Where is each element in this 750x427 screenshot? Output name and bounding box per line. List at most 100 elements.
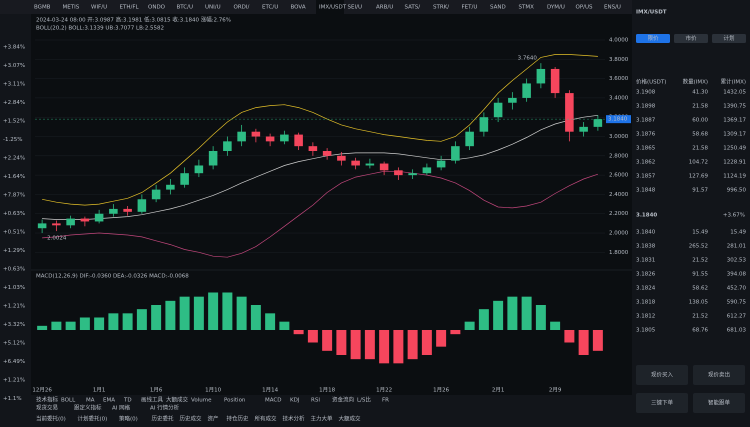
symbol-tab[interactable]: ETC/U — [262, 5, 278, 11]
toolbar-item[interactable]: 技术指标 — [36, 396, 59, 404]
toolbar-item[interactable]: BOLL — [61, 398, 76, 404]
symbol-tab[interactable]: WIF/U — [91, 5, 107, 11]
symbol-tab[interactable]: FET/U — [462, 5, 478, 11]
book-cell: 3.1857 — [636, 174, 656, 180]
change-percent[interactable]: +3.32% — [3, 322, 25, 328]
change-percent[interactable]: +1.21% — [3, 378, 25, 384]
symbol-tab[interactable]: OP/US — [576, 5, 594, 11]
symbol-tab[interactable]: IMX/USDT — [319, 5, 347, 11]
symbol-tab[interactable]: SATS/ — [405, 5, 421, 11]
change-percent[interactable]: +5.12% — [3, 341, 25, 347]
action-label[interactable]: 现价买入 — [651, 371, 674, 379]
symbol-tab[interactable]: BTC/U — [177, 5, 194, 11]
change-percent[interactable]: +6.49% — [3, 359, 25, 365]
order-tab[interactable]: 现货交易 — [36, 404, 58, 412]
order-tab[interactable]: AI 网格 — [112, 404, 131, 412]
symbol-tab[interactable]: SEI/U — [348, 5, 362, 11]
symbol-tab[interactable]: BOVA — [291, 5, 306, 11]
change-percent[interactable]: -1.25% — [3, 137, 22, 143]
records-tab[interactable]: 技术分析 — [283, 415, 306, 423]
change-percent[interactable]: +7.87% — [3, 193, 25, 199]
candle-body — [251, 131, 261, 137]
toolbar-item[interactable]: MA — [86, 398, 95, 404]
change-percent[interactable]: +1.52% — [3, 119, 25, 125]
symbol-tab[interactable]: ARB/U — [376, 5, 393, 11]
symbol-tab[interactable]: DYM/U — [547, 5, 565, 11]
order-type-label[interactable]: 限价 — [647, 34, 659, 42]
symbol-tab[interactable]: STRK/ — [433, 5, 449, 11]
symbol-tab[interactable]: ENS/U — [604, 5, 621, 11]
toolbar-item[interactable]: Position — [224, 398, 246, 404]
records-tab[interactable]: 所有成交 — [255, 415, 278, 423]
records-tab[interactable]: 资产 — [208, 415, 220, 423]
symbol-tab[interactable]: ETH/FL — [120, 5, 140, 11]
change-percent[interactable]: +1.03% — [3, 285, 25, 291]
toolbar-item[interactable]: TD — [123, 398, 132, 404]
symbol-tab[interactable]: BGMB — [34, 5, 51, 11]
symbol-tab[interactable]: STMX — [519, 5, 535, 11]
symbol-tab[interactable]: ORDI/ — [234, 5, 250, 11]
book-cell: 21.52 — [692, 258, 708, 264]
current-price: 3.1840 — [636, 213, 657, 219]
order-type-tab[interactable] — [712, 34, 746, 43]
candle-body — [322, 151, 332, 156]
records-tab[interactable]: 历史委托 — [152, 415, 175, 423]
symbol-tab[interactable]: ONDO — [148, 5, 166, 11]
toolbar-item[interactable]: EMA — [103, 398, 115, 404]
change-percent[interactable]: +3.07% — [3, 63, 25, 69]
records-tab[interactable]: 大额成交 — [339, 415, 362, 423]
records-tab[interactable]: 策略(0) — [119, 415, 138, 423]
change-percent[interactable]: +1.64% — [3, 174, 25, 180]
action-label[interactable]: 三键下单 — [651, 399, 674, 407]
pair-title: IMX/USDT — [636, 10, 667, 16]
order-type-label[interactable]: 计划 — [723, 34, 734, 42]
action-button[interactable] — [693, 393, 745, 413]
change-percent[interactable]: +1.21% — [3, 304, 25, 310]
change-percent[interactable]: +2.24% — [3, 156, 25, 162]
symbol-tab[interactable]: UNI/U — [205, 5, 221, 11]
change-percent[interactable]: +0.63% — [3, 267, 25, 273]
order-type-tab[interactable] — [674, 34, 708, 43]
order-tab[interactable]: 跟定义指标 — [74, 404, 102, 412]
active-tab — [316, 0, 344, 14]
book-cell: 265.52 — [689, 244, 708, 250]
action-label[interactable]: 智能跟单 — [708, 399, 731, 407]
toolbar-item[interactable]: FR — [382, 398, 389, 404]
change-percent[interactable]: +3.84% — [3, 45, 25, 51]
action-label[interactable]: 现价卖出 — [708, 371, 730, 379]
toolbar-item[interactable]: 资金流向 — [332, 396, 354, 404]
y-tick-label: 1.8000 — [609, 250, 629, 256]
order-type-label[interactable]: 市价 — [685, 34, 697, 42]
toolbar-item[interactable]: 画线工具 — [141, 396, 164, 404]
records-tab[interactable]: 历史成交 — [180, 415, 203, 423]
records-tab[interactable]: 主力大单 — [311, 415, 334, 423]
y-tick-label: 2.2000 — [609, 211, 629, 217]
records-tab[interactable]: 当前委托(0) — [36, 415, 66, 423]
toolbar-item[interactable]: Volume — [191, 398, 212, 404]
change-percent[interactable]: +1.29% — [3, 248, 25, 254]
action-button[interactable] — [636, 393, 688, 413]
toolbar-item[interactable]: 大额成交 — [166, 396, 189, 404]
records-tab[interactable]: 持仓历史 — [227, 415, 250, 423]
change-percent[interactable]: +1.1% — [3, 396, 22, 402]
action-button[interactable] — [636, 365, 688, 385]
order-tab[interactable]: AI 行情分析 — [150, 404, 180, 412]
change-percent[interactable]: +3.11% — [3, 82, 25, 88]
symbol-tab[interactable]: METIS — [63, 5, 80, 11]
toolbar-item[interactable]: L/S比 — [357, 396, 371, 404]
toolbar-item[interactable]: MACD — [265, 398, 282, 404]
toolbar-item[interactable]: RSI — [311, 398, 320, 404]
ohlc-info: 2024-03-24 08:00 开:3.0987 高:3.1981 低:3.0… — [36, 16, 231, 24]
macd-legend: MACD(12,26,9) DIF:-0.0360 DEA:-0.0326 MA… — [36, 274, 189, 280]
candle-body — [280, 134, 289, 142]
change-percent[interactable]: +0.51% — [3, 230, 25, 236]
records-tab[interactable]: 计划委托(0) — [78, 415, 108, 423]
change-percent[interactable]: +2.84% — [3, 100, 25, 106]
candle-body — [52, 223, 61, 226]
symbol-tab[interactable]: SAND — [490, 5, 506, 11]
action-button[interactable] — [693, 365, 745, 385]
toolbar-item[interactable]: KDJ — [290, 398, 300, 404]
order-type-tab[interactable] — [636, 34, 670, 43]
book-cell: 1250.49 — [723, 146, 746, 152]
change-percent[interactable]: +0.63% — [3, 211, 25, 217]
